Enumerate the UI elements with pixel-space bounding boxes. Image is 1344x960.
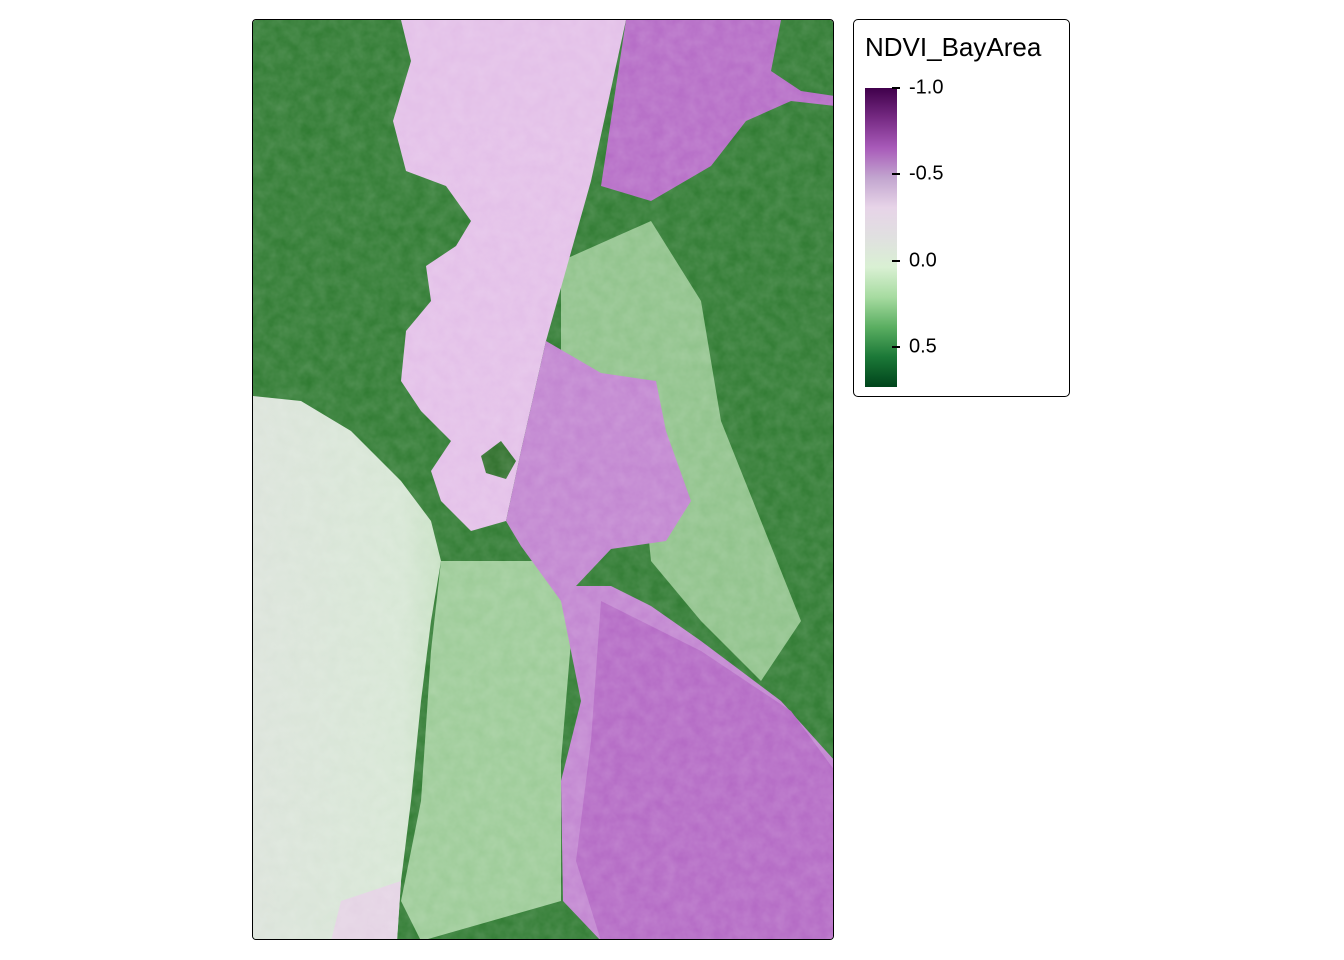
raster-image xyxy=(253,20,833,939)
legend-tick xyxy=(892,87,900,89)
legend-color-bar xyxy=(865,88,897,387)
legend-tick xyxy=(892,346,900,349)
legend-tick-label: -0.5 xyxy=(909,162,944,185)
legend-title: NDVI_BayArea xyxy=(865,32,1042,62)
texture-overlay xyxy=(253,20,833,939)
ndvi-raster-map xyxy=(252,19,834,940)
legend-tick-label: 0.0 xyxy=(909,249,937,272)
legend-tick xyxy=(892,259,900,262)
legend-tick-label: 0.5 xyxy=(909,335,937,358)
legend-tick xyxy=(892,173,900,176)
legend: NDVI_BayArea -1.0 -0.5 0.0 0.5 xyxy=(853,19,1070,397)
legend-tick-label: -1.0 xyxy=(909,76,944,99)
